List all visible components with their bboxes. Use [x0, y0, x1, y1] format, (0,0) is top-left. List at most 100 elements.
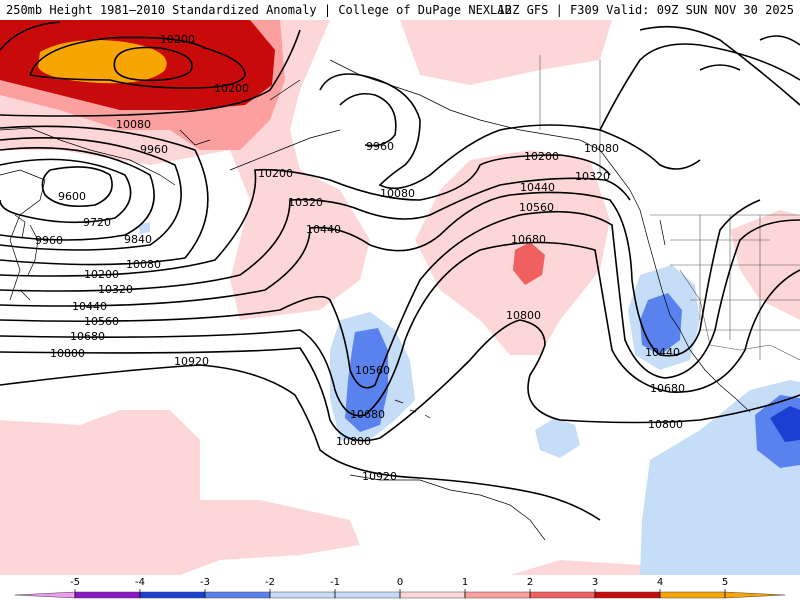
contour-label: 10080 — [116, 118, 151, 131]
contour-label: 10920 — [362, 470, 397, 483]
legend-swatch — [659, 591, 726, 599]
contour-low-9840 — [0, 146, 155, 241]
contour-low-9720 — [0, 158, 132, 224]
contour-label: 9720 — [83, 216, 111, 229]
contour-low-9960 — [0, 136, 182, 251]
strong-positive-anomaly — [513, 242, 545, 285]
contour-label: 10680 — [650, 382, 685, 395]
anomaly-color-legend: -5 -4 -3 -2 -1 0 1 2 3 4 5 — [0, 575, 800, 600]
contour-label: 10800 — [506, 309, 541, 322]
legend-ticks: -5 -4 -3 -2 -1 0 1 2 3 4 5 — [70, 577, 728, 598]
legend-swatch — [334, 591, 401, 599]
contour-10080-west — [0, 125, 209, 266]
contour-label: 10080 — [584, 142, 619, 155]
height-contours — [0, 21, 800, 521]
contour-10080-north — [0, 21, 301, 117]
negative-anomaly-area — [535, 418, 580, 458]
us-mexico-border — [709, 344, 800, 361]
contour-10200-loop — [29, 46, 193, 82]
anomaly-map: 10200 10200 10080 9960 9600 9720 9840 99… — [0, 20, 800, 575]
legend-tick-label: -1 — [330, 577, 340, 588]
legend-swatch — [724, 591, 786, 599]
contour-labels: 10200 10200 10080 9960 9600 9720 9840 99… — [35, 33, 685, 483]
positive-anomaly-area — [0, 20, 612, 85]
equatorial-islands — [349, 474, 546, 541]
contour-label: 10320 — [98, 283, 133, 296]
aleutian-islands — [229, 79, 341, 171]
legend-swatch — [74, 591, 141, 599]
legend-tick-label: -4 — [135, 577, 145, 588]
legend-tick-label: -2 — [265, 577, 275, 588]
contour-label: 9600 — [58, 190, 86, 203]
contour-label: 10200 — [258, 167, 293, 180]
japan-islands — [14, 214, 39, 301]
positive-anomaly-area — [0, 410, 360, 575]
contour-label: 10200 — [160, 33, 195, 46]
legend-tick-label: 1 — [462, 577, 468, 588]
legend-swatch — [139, 591, 206, 599]
us-state-lines — [670, 215, 800, 360]
legend-tick-label: 0 — [397, 577, 403, 588]
map-header: 250mb Height 1981–2010 Standardized Anom… — [0, 0, 800, 20]
legend-swatch — [399, 591, 466, 599]
model-run-info: 12Z GFS | F309 Valid: 09Z SUN NOV 30 202… — [497, 3, 794, 17]
legend-tick-label: -3 — [200, 577, 210, 588]
peak-positive-anomaly — [38, 39, 167, 84]
legend-swatch — [204, 591, 271, 599]
contour-10800 — [0, 319, 800, 442]
map-title: 250mb Height 1981–2010 Standardized Anom… — [6, 3, 512, 17]
contour-label: 10440 — [645, 346, 680, 359]
contour-label: 10680 — [511, 233, 546, 246]
contour-label: 10320 — [575, 170, 610, 183]
positive-anomaly-area — [415, 150, 610, 355]
contour-label: 10200 — [84, 268, 119, 281]
north-america-coastline — [639, 209, 751, 413]
contour-trough-east — [599, 25, 800, 131]
legend-swatch — [14, 591, 76, 599]
contour-label: 10080 — [380, 187, 415, 200]
contour-10200-north — [29, 36, 246, 89]
contour-label: 10200 — [214, 82, 249, 95]
legend-tick-label: 2 — [527, 577, 533, 588]
contour-label: 10800 — [336, 435, 371, 448]
contour-label: 10560 — [84, 315, 119, 328]
contour-label: 10920 — [174, 355, 209, 368]
contour-label: 10440 — [72, 300, 107, 313]
contour-10320 — [0, 177, 631, 292]
legend-swatch — [269, 591, 336, 599]
contour-label: 9960 — [140, 143, 168, 156]
legend-swatch — [464, 591, 531, 599]
legend-swatch — [594, 591, 661, 599]
peak-negative-anomaly — [770, 406, 800, 442]
contour-10440 — [0, 191, 761, 357]
anomaly-shading — [0, 20, 800, 575]
contour-label: 10800 — [648, 418, 683, 431]
contour-label: 10080 — [126, 258, 161, 271]
contour-label: 10800 — [50, 347, 85, 360]
contour-label: 9960 — [35, 234, 63, 247]
contour-10200-west — [0, 154, 611, 277]
asia-coastline — [0, 127, 211, 301]
contour-label: 9840 — [124, 233, 152, 246]
contour-10560 — [0, 210, 800, 389]
coastlines — [0, 55, 800, 541]
contour-label: 10680 — [70, 330, 105, 343]
contour-10080-alaska — [319, 73, 701, 190]
strong-negative-anomaly — [640, 293, 682, 355]
contour-10680 — [0, 241, 800, 417]
legend-tick-label: 3 — [592, 577, 598, 588]
legend-tick-label: 5 — [722, 577, 728, 588]
strong-negative-anomaly — [345, 328, 388, 432]
contour-label: 10440 — [520, 181, 555, 194]
legend-swatch — [529, 591, 596, 599]
legend-tick-label: 4 — [657, 577, 663, 588]
contour-9960-alaska — [339, 92, 397, 147]
legend-tick-label: -5 — [70, 577, 80, 588]
contour-10920 — [0, 364, 601, 521]
contour-label: 10440 — [306, 223, 341, 236]
contour-label: 10680 — [350, 408, 385, 421]
contour-label: 10560 — [519, 201, 554, 214]
contour-label: 9960 — [366, 140, 394, 153]
contour-label: 10320 — [288, 196, 323, 209]
contour-label: 10560 — [355, 364, 390, 377]
